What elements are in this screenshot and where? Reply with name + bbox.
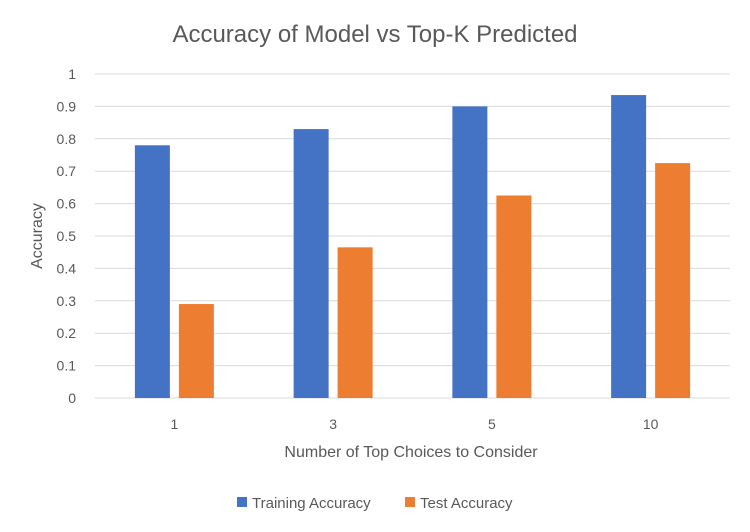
x-tick-label-1: 1 <box>170 416 178 432</box>
y-tick-label-1: 0.1 <box>57 358 77 374</box>
legend-swatch-training-accuracy <box>237 497 247 507</box>
y-tick-label-2: 0.2 <box>57 325 77 341</box>
bar-training-accuracy-1 <box>134 145 170 398</box>
bars <box>134 95 691 399</box>
y-tick-label-3: 0.3 <box>57 293 77 309</box>
y-tick-label-9: 0.9 <box>57 98 77 114</box>
bar-training-accuracy-3 <box>293 129 329 398</box>
y-tick-label-8: 0.8 <box>57 131 77 147</box>
y-tick-label-5: 0.5 <box>57 228 77 244</box>
x-tick-label-3: 3 <box>329 416 337 432</box>
legend-label-test-accuracy: Test Accuracy <box>420 495 513 512</box>
y-tick-label-6: 0.6 <box>57 196 77 212</box>
bar-test-accuracy-1 <box>178 304 214 398</box>
legend: Training Accuracy Test Accuracy <box>237 495 513 512</box>
y-tick-label-10: 1 <box>68 66 76 82</box>
x-tick-label-10: 10 <box>643 416 659 432</box>
x-tick-label-5: 5 <box>488 416 496 432</box>
legend-label-training-accuracy: Training Accuracy <box>252 495 371 512</box>
x-axis-ticks: 1 3 5 10 <box>170 416 658 432</box>
bar-test-accuracy-10 <box>655 163 691 398</box>
y-tick-label-0: 0 <box>68 390 76 406</box>
bar-test-accuracy-3 <box>337 247 373 398</box>
x-axis-title: Number of Top Choices to Consider <box>284 444 538 461</box>
y-tick-label-7: 0.7 <box>57 163 77 179</box>
legend-swatch-test-accuracy <box>405 497 415 507</box>
bar-test-accuracy-5 <box>496 195 532 398</box>
bar-training-accuracy-5 <box>452 106 488 399</box>
y-tick-label-4: 0.4 <box>57 260 77 276</box>
y-axis-title: Accuracy <box>29 203 46 269</box>
bar-training-accuracy-10 <box>611 95 647 398</box>
chart-title: Accuracy of Model vs Top-K Predicted <box>172 21 577 48</box>
y-axis-ticks: 0 0.1 0.2 0.3 0.4 0.5 0.6 0.7 0.8 0.9 1 <box>57 66 77 406</box>
